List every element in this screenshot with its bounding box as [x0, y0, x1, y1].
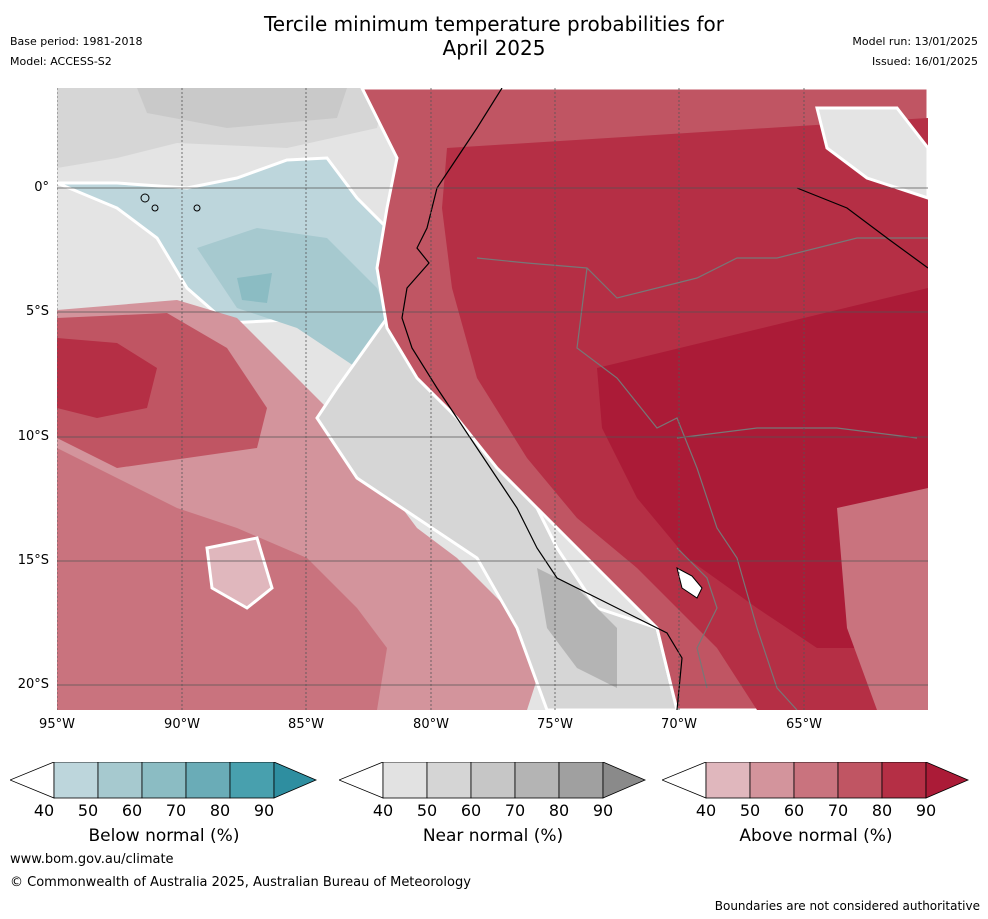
chart-title: Tercile minimum temperature probabilitie… — [0, 12, 988, 60]
lon-label-70w: 70°W — [661, 717, 697, 732]
base-period-text: Base period: 1981-2018 — [10, 35, 143, 48]
colorbar-above-swatch — [793, 761, 839, 799]
colorbar-below-swatch — [53, 761, 99, 799]
near-tick-60: 60 — [460, 801, 482, 820]
lat-label-20s: 20°S — [17, 677, 49, 692]
colorbar-near-swatch — [558, 761, 604, 799]
colorbar-below-swatch — [229, 761, 275, 799]
coastline — [401, 88, 683, 710]
border-bolivia — [676, 547, 718, 689]
colorbar-near-title: Near normal (%) — [422, 826, 564, 846]
below-tick-90: 90 — [253, 801, 275, 820]
colorbar-near-swatch — [514, 761, 560, 799]
above-tick-70: 70 — [827, 801, 849, 820]
above-tick-40: 40 — [695, 801, 717, 820]
colorbar-below-swatch — [97, 761, 143, 799]
colorbar-below-ext-low — [8, 761, 55, 799]
above-normal-ocean-80 — [57, 338, 157, 418]
lake-titicaca — [676, 567, 703, 599]
colorbar-below-swatch — [185, 761, 231, 799]
lat-label-5s: 5°S — [25, 304, 49, 319]
colorbar-near-swatch — [382, 761, 428, 799]
lat-label-10s: 10°S — [17, 429, 49, 444]
near-tick-50: 50 — [416, 801, 438, 820]
border-north — [476, 237, 928, 299]
lon-label-75w: 75°W — [537, 717, 573, 732]
colorbar-above-swatch — [837, 761, 883, 799]
river-amazon — [796, 187, 928, 269]
border-brazil — [676, 427, 918, 439]
colorbar-below-normal — [8, 761, 318, 802]
colorbar-above-title: Above normal (%) — [739, 826, 893, 846]
lat-label-0: 0° — [34, 180, 49, 195]
near-normal-north-dark — [137, 88, 347, 128]
lon-label-90w: 90°W — [164, 717, 200, 732]
colorbar-above-ext-high — [925, 761, 970, 799]
colorbar-near-ext-high — [602, 761, 647, 799]
meta-left: Base period: 1981-2018 Model: ACCESS-S2 — [10, 32, 142, 72]
colorbar-above-svg — [660, 761, 970, 799]
near-normal-coast-70 — [537, 568, 617, 688]
lon-label-65w: 65°W — [786, 717, 822, 732]
colorbar-below-svg — [8, 761, 318, 799]
title-line-2: April 2025 — [442, 36, 546, 60]
disclaimer-text: Boundaries are not considered authoritat… — [714, 899, 980, 913]
colorbar-above-ext-low — [660, 761, 707, 799]
colorbar-above-swatch — [749, 761, 795, 799]
near-tick-70: 70 — [504, 801, 526, 820]
galapagos-island — [140, 193, 150, 203]
model-run-text: Model run: 13/01/2025 — [852, 35, 978, 48]
below-tick-70: 70 — [165, 801, 187, 820]
below-tick-50: 50 — [77, 801, 99, 820]
above-tick-80: 80 — [871, 801, 893, 820]
title-line-1: Tercile minimum temperature probabilitie… — [263, 12, 725, 36]
meta-right: Model run: 13/01/2025 Issued: 16/01/2025 — [852, 32, 978, 72]
website-link[interactable]: www.bom.gov.au/climate — [10, 852, 174, 867]
issued-text: Issued: 16/01/2025 — [871, 55, 978, 68]
colorbar-below-title: Below normal (%) — [88, 826, 240, 846]
lon-label-95w: 95°W — [39, 717, 75, 732]
colorbar-below-swatch — [141, 761, 187, 799]
colorbar-near-normal — [337, 761, 647, 802]
galapagos-island — [151, 204, 159, 212]
lon-label-85w: 85°W — [288, 717, 324, 732]
near-normal-ne — [815, 106, 928, 200]
near-tick-90: 90 — [592, 801, 614, 820]
colorbar-above-normal — [660, 761, 970, 802]
near-tick-40: 40 — [372, 801, 394, 820]
galapagos-island — [193, 204, 201, 212]
above-normal-ocean-40 — [205, 536, 274, 610]
colorbar-near-swatch — [470, 761, 516, 799]
lat-label-15s: 15°S — [17, 553, 49, 568]
colorbar-near-ext-low — [337, 761, 384, 799]
below-normal-50 — [197, 228, 402, 398]
below-tick-40: 40 — [33, 801, 55, 820]
colorbar-above-swatch — [881, 761, 927, 799]
colorbar-above-swatch — [705, 761, 751, 799]
near-tick-80: 80 — [548, 801, 570, 820]
above-tick-90: 90 — [915, 801, 937, 820]
above-tick-60: 60 — [783, 801, 805, 820]
below-tick-60: 60 — [121, 801, 143, 820]
copyright-text: © Commonwealth of Australia 2025, Austra… — [10, 875, 471, 890]
below-normal-60 — [237, 273, 272, 303]
above-tick-50: 50 — [739, 801, 761, 820]
colorbar-near-swatch — [426, 761, 472, 799]
border-peru — [576, 267, 798, 710]
lon-label-80w: 80°W — [413, 717, 449, 732]
colorbar-below-ext-high — [273, 761, 318, 799]
below-tick-80: 80 — [209, 801, 231, 820]
map-canvas — [57, 88, 928, 710]
probability-map[interactable] — [57, 88, 928, 710]
colorbar-near-svg — [337, 761, 647, 799]
gridlines — [57, 88, 928, 710]
model-text: Model: ACCESS-S2 — [10, 55, 112, 68]
above-normal-se — [837, 488, 928, 710]
